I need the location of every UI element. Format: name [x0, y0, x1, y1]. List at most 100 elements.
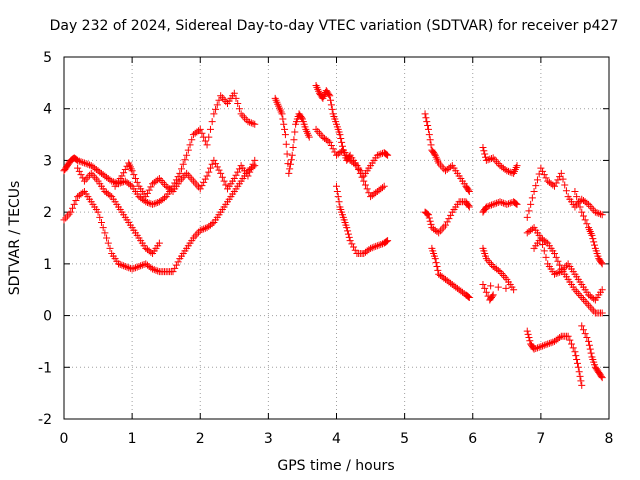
- series-track-s: [578, 322, 606, 382]
- data-point: [249, 120, 257, 128]
- data-point: [327, 101, 335, 109]
- data-point: [573, 288, 581, 296]
- data-point: [130, 264, 138, 272]
- data-point: [506, 168, 514, 176]
- data-point: [75, 157, 83, 165]
- data-point: [372, 242, 380, 250]
- data-point: [183, 169, 191, 177]
- data-point: [440, 165, 448, 173]
- data-point: [152, 199, 160, 207]
- data-point: [528, 194, 536, 202]
- data-point: [440, 223, 448, 231]
- data-point: [210, 110, 218, 118]
- data-point: [447, 211, 455, 219]
- data-point: [363, 185, 371, 193]
- data-point: [577, 377, 585, 385]
- data-point: [532, 182, 540, 190]
- data-point: [183, 151, 191, 159]
- data-point: [184, 146, 192, 154]
- data-point: [383, 237, 391, 245]
- data-point: [108, 177, 116, 185]
- data-point: [499, 271, 507, 279]
- data-point: [482, 203, 490, 211]
- series-track-l: [479, 144, 521, 177]
- data-point: [154, 176, 162, 184]
- series-track-m: [479, 198, 521, 216]
- data-point: [549, 338, 557, 346]
- data-point: [578, 322, 586, 330]
- data-point: [69, 204, 77, 212]
- data-point: [213, 163, 221, 171]
- data-point: [573, 356, 581, 364]
- data-point: [464, 292, 472, 300]
- data-point: [579, 212, 587, 220]
- data-point: [331, 148, 339, 156]
- data-point: [305, 133, 313, 141]
- series-track-k: [428, 244, 473, 301]
- data-point: [552, 179, 560, 187]
- data-point: [200, 178, 208, 186]
- data-point: [588, 305, 596, 313]
- data-point: [196, 125, 204, 133]
- y-tick-label: 4: [43, 102, 52, 118]
- data-point: [244, 172, 252, 180]
- data-point: [328, 105, 336, 113]
- data-point: [191, 232, 199, 240]
- x-tick-label: 3: [264, 431, 273, 447]
- data-point: [201, 224, 209, 232]
- data-point: [585, 301, 593, 309]
- data-point: [424, 125, 432, 133]
- data-point: [523, 327, 531, 335]
- data-point: [465, 187, 473, 195]
- x-tick-label: 4: [332, 431, 341, 447]
- data-point: [598, 309, 606, 317]
- data-point: [496, 198, 504, 206]
- y-tick-label: 1: [43, 257, 52, 273]
- data-point: [425, 131, 433, 139]
- data-point: [551, 250, 558, 258]
- data-point: [591, 241, 599, 249]
- data-point: [176, 169, 184, 177]
- data-point: [198, 182, 206, 190]
- data-point: [491, 156, 499, 164]
- data-point: [575, 368, 583, 376]
- data-point: [285, 169, 293, 177]
- data-point: [215, 166, 223, 174]
- data-marks: [60, 81, 606, 389]
- y-tick-label: 0: [43, 309, 52, 325]
- data-point: [106, 244, 114, 252]
- data-point: [586, 228, 594, 236]
- data-point: [491, 200, 499, 208]
- data-point: [72, 197, 80, 205]
- data-point: [203, 141, 211, 149]
- data-point: [89, 171, 97, 179]
- data-point: [586, 303, 594, 311]
- data-point: [60, 216, 68, 224]
- data-point: [590, 238, 598, 246]
- data-point: [576, 372, 584, 380]
- data-point: [552, 253, 560, 261]
- data-point: [566, 336, 574, 344]
- data-point: [283, 150, 291, 158]
- data-point: [583, 199, 591, 207]
- data-point: [442, 221, 449, 229]
- data-point: [235, 105, 243, 113]
- data-point: [540, 247, 548, 255]
- data-point: [351, 160, 359, 168]
- data-point: [62, 214, 70, 222]
- data-point: [539, 342, 547, 350]
- data-point: [178, 165, 186, 173]
- data-point: [280, 120, 288, 128]
- x-tick-label: 2: [196, 431, 205, 447]
- data-point: [351, 246, 359, 254]
- data-point: [338, 138, 346, 146]
- data-point: [537, 234, 545, 242]
- data-point: [426, 217, 434, 225]
- data-point: [115, 260, 122, 268]
- data-point: [247, 164, 255, 172]
- data-point: [578, 293, 586, 301]
- data-point: [172, 261, 180, 269]
- data-point: [120, 169, 128, 177]
- data-point: [189, 177, 197, 185]
- data-point: [132, 175, 140, 183]
